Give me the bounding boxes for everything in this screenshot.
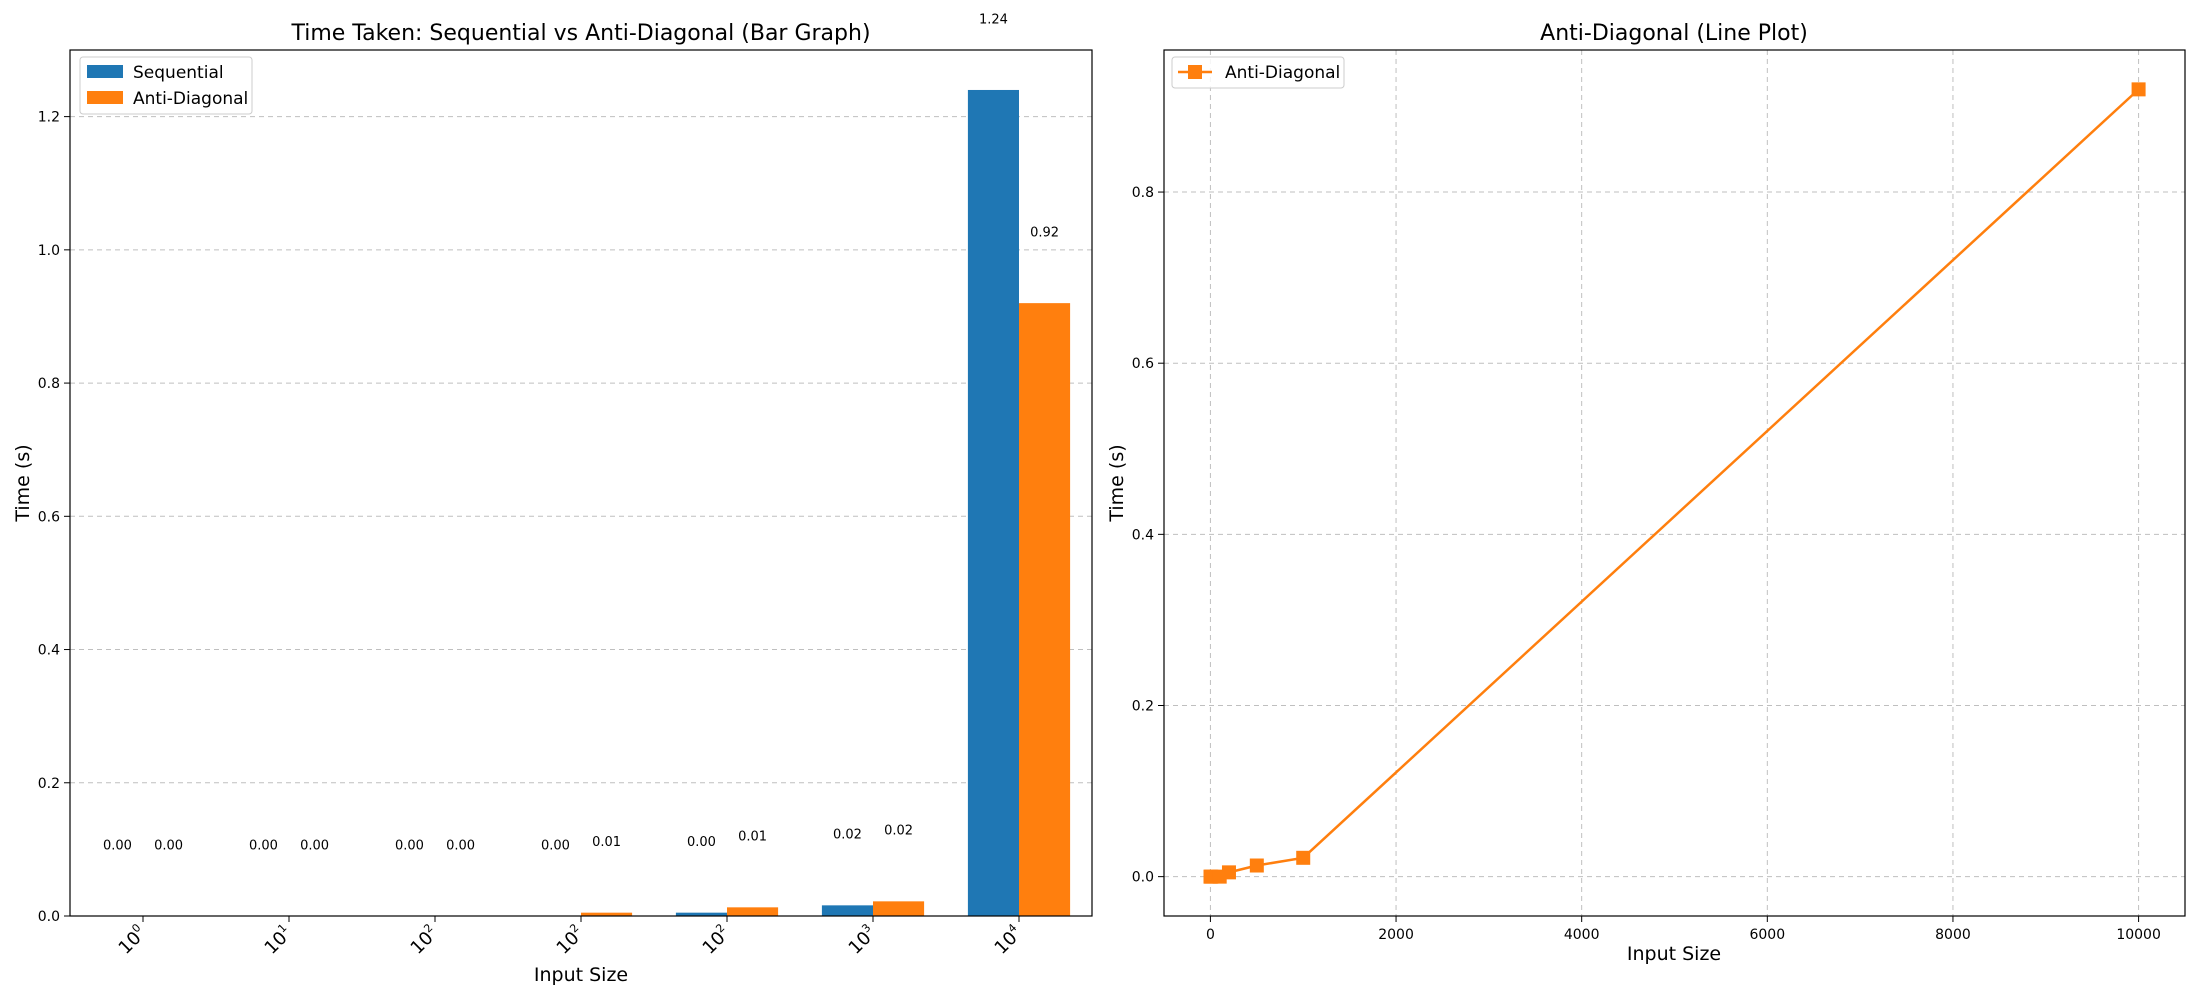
svg-text:101: 101 [259, 921, 296, 958]
line-chart-x-tick-label: 6000 [1749, 927, 1785, 943]
line-chart-legend: Anti-Diagonal [1171, 56, 1345, 89]
svg-text:102: 102 [697, 921, 734, 958]
bar-anti-diagonal [727, 907, 779, 916]
svg-text:103: 103 [843, 921, 880, 958]
bar-chart-bars [581, 89, 1071, 917]
line-chart-y-tick-label: 0.2 [1132, 698, 1154, 714]
bar-chart-y-tick-label: 0.8 [38, 376, 60, 392]
line-point-marker [2131, 82, 2146, 97]
svg-text:100: 100 [113, 921, 150, 958]
bar-sequential [821, 905, 873, 916]
bar-chart-plot-frame [69, 49, 1093, 917]
bar-chart-title: Time Taken: Sequential vs Anti-Diagonal … [290, 21, 870, 46]
line-chart-x-tick-label: 10000 [2116, 927, 2161, 943]
bar-chart-x-tick-label: 102 [697, 921, 734, 958]
line-point-marker [1296, 850, 1311, 865]
bar-chart: Time Taken: Sequential vs Anti-Diagonal … [12, 12, 1093, 986]
svg-text:102: 102 [405, 921, 442, 958]
bar-chart-y-tick-label: 0.0 [38, 909, 60, 925]
bar-chart-y-ticks: 0.0 0.2 0.4 0.6 0.8 1.0 1.2 [38, 110, 70, 925]
bar-chart-x-tick-label: 104 [989, 921, 1026, 958]
line-chart-x-tick-label: 8000 [1935, 927, 1971, 943]
bar-chart-x-tick-label: 101 [259, 921, 296, 958]
legend-label-anti-diagonal: Anti-Diagonal [133, 89, 248, 109]
bar-value-label: 0.02 [884, 824, 913, 839]
bar-chart-y-tick-label: 0.4 [38, 643, 60, 659]
bar-chart-x-tick-label: 102 [405, 921, 442, 958]
bar-chart-x-ticks: 100 101 102 102 102 103 104 [113, 916, 1026, 959]
bar-value-label: 0.00 [446, 838, 475, 853]
bar-sequential [967, 89, 1019, 916]
legend-label-sequential: Sequential [133, 63, 224, 83]
line-chart-x-ticks: 0 2000 4000 6000 8000 10000 [1206, 916, 2161, 943]
bar-value-label: 0.00 [541, 838, 570, 853]
bar-chart-y-tick-label: 0.2 [38, 776, 60, 792]
bar-chart-x-tick-label: 102 [551, 921, 588, 958]
bar-chart-y-tick-label: 1.0 [38, 243, 60, 259]
bar-value-label: 1.24 [979, 12, 1008, 27]
line-chart-y-axis-label: Time (s) [1106, 444, 1128, 522]
bar-value-label: 0.01 [738, 830, 767, 845]
bar-anti-diagonal [873, 901, 925, 916]
line-chart-x-axis-label: Input Size [1627, 943, 1721, 965]
bar-chart-x-tick-label: 100 [113, 921, 150, 958]
bar-value-label: 0.00 [249, 838, 278, 853]
bar-value-label: 0.00 [300, 838, 329, 853]
legend-marker-anti-diagonal [1188, 65, 1202, 79]
bar-chart-y-axis-label: Time (s) [12, 444, 34, 522]
legend-swatch-sequential [87, 65, 123, 78]
line-chart-y-tick-label: 0.4 [1132, 527, 1154, 543]
line-chart-plot-frame [1163, 49, 2186, 917]
bar-chart-value-labels: 0.00 0.00 0.00 0.00 0.00 0.00 0.00 0.01 0.00 0.01… [103, 12, 1059, 853]
bar-value-label: 0.01 [592, 835, 621, 850]
line-point-marker [1249, 858, 1264, 873]
bar-value-label: 0.92 [1030, 226, 1059, 241]
line-chart-x-tick-label: 2000 [1378, 927, 1414, 943]
bar-value-label: 0.00 [687, 835, 716, 850]
legend-label-line-anti-diagonal: Anti-Diagonal [1225, 63, 1340, 83]
line-chart: Anti-Diagonal (Line Plot) 0.00.20.40.60.… [1106, 21, 2186, 965]
bar-value-label: 0.00 [154, 838, 183, 853]
bar-chart-x-tick-label: 103 [843, 921, 880, 958]
line-chart-legend-box [1171, 56, 1345, 89]
bar-chart-legend: Sequential Anti-Diagonal [79, 56, 253, 115]
line-chart-gridlines [1164, 50, 2185, 916]
line-chart-y-tick-label: 0.8 [1132, 185, 1154, 201]
line-chart-x-tick-label: 4000 [1564, 927, 1600, 943]
svg-text:104: 104 [989, 921, 1026, 958]
line-series-anti-diagonal [1210, 88, 2140, 878]
bar-chart-y-tick-label: 1.2 [38, 110, 60, 126]
svg-text:102: 102 [551, 921, 588, 958]
legend-swatch-anti-diagonal [87, 91, 123, 104]
line-chart-title: Anti-Diagonal (Line Plot) [1540, 21, 1808, 46]
line-chart-y-tick-label: 0.6 [1132, 356, 1154, 372]
bar-anti-diagonal [581, 912, 633, 916]
line-chart-x-tick-label: 0 [1206, 927, 1215, 943]
bar-anti-diagonal [1019, 303, 1071, 917]
bar-sequential [675, 912, 727, 916]
bar-chart-y-tick-label: 0.6 [38, 509, 60, 525]
line-chart-y-ticks: 0.0 0.2 0.4 0.6 0.8 [1132, 185, 1164, 886]
line-chart-y-tick-label: 0.0 [1132, 870, 1154, 886]
bar-chart-x-axis-label: Input Size [534, 964, 628, 986]
bar-chart-gridlines [70, 116, 1092, 784]
bar-value-label: 0.00 [103, 838, 132, 853]
line-chart-series [1203, 82, 2146, 884]
bar-value-label: 0.02 [833, 828, 862, 843]
bar-value-label: 0.00 [395, 838, 424, 853]
line-point-marker [1221, 865, 1236, 880]
